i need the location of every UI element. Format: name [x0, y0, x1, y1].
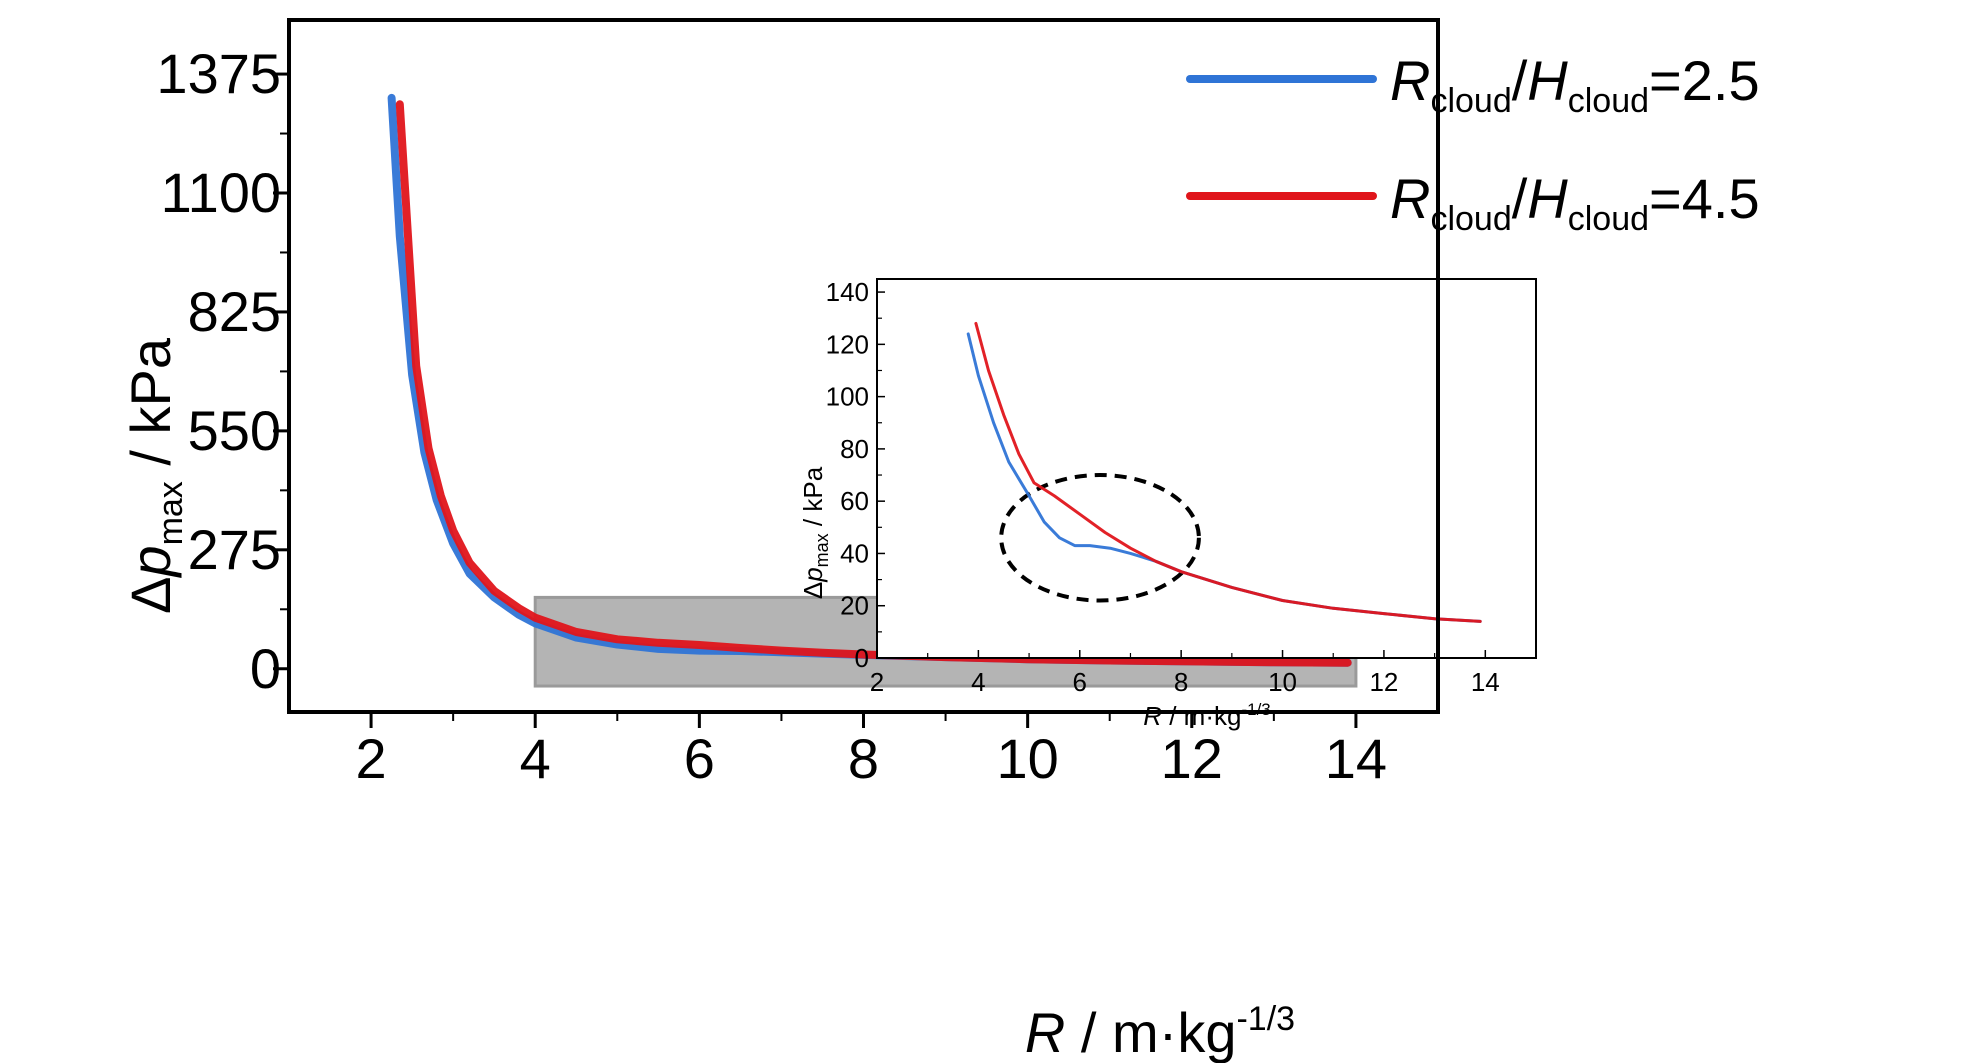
legend-label-series-1: Rcloud/Hcloud=2.5	[1390, 49, 1760, 120]
main-x-tick-label: 6	[684, 727, 715, 790]
main-series-group	[387, 93, 1352, 667]
main-x-tick-label: 14	[1325, 727, 1387, 790]
main-y-tick-label: 825	[188, 280, 281, 343]
inset-y-axis-label: Δpmax / kPa	[798, 466, 832, 599]
main-x-axis-label: R / m·kg-1/3	[1025, 1000, 1295, 1063]
main-x-tick-label: 10	[996, 727, 1058, 790]
main-y-tick-label: 1375	[156, 42, 281, 105]
main-y-tick-label: 275	[188, 518, 281, 581]
legend-label-series-2: Rcloud/Hcloud=4.5	[1390, 167, 1760, 238]
inset-y-tick-label: 100	[826, 382, 869, 412]
legend: Rcloud/Hcloud=2.5 Rcloud/Hcloud=4.5	[1186, 49, 1760, 238]
inset-series-line-2	[974, 321, 1482, 623]
inset-frame	[876, 278, 1537, 659]
inset-x-tick-label: 14	[1471, 667, 1500, 697]
main-x-tick-label: 4	[520, 727, 551, 790]
main-plot-frame	[287, 18, 1440, 714]
inset-x-axis-label: R / m·kg-1/3	[1143, 700, 1271, 731]
inset-y-tick-label: 80	[840, 434, 869, 464]
main-x-tick-label: 12	[1161, 727, 1223, 790]
inset-x-tick-label: 10	[1268, 667, 1297, 697]
inset-x-tick-label: 2	[870, 667, 884, 697]
inset-y-tick-label: 0	[855, 643, 869, 673]
main-x-tick-label: 2	[355, 727, 386, 790]
inset-y-tick-label: 60	[840, 486, 869, 516]
inset-x-tick-label: 4	[971, 667, 985, 697]
inset-y-tick-label: 20	[840, 591, 869, 621]
main-y-tick-label: 550	[188, 399, 281, 462]
inset-y-tick-label: 120	[826, 329, 869, 359]
inset-series-group	[966, 321, 1482, 623]
inset-y-tick-label: 40	[840, 538, 869, 568]
main-series-line-2	[395, 100, 1352, 667]
main-x-tick-label: 8	[848, 727, 879, 790]
main-y-tick-label: 1100	[161, 161, 281, 224]
inset-x-tick-label: 12	[1369, 667, 1398, 697]
inset-x-tick-label: 8	[1174, 667, 1188, 697]
inset-y-tick-label: 140	[826, 277, 869, 307]
inset-dashed-ellipse	[999, 473, 1201, 603]
inset-x-tick-label: 6	[1073, 667, 1087, 697]
main-y-tick-label: 0	[250, 637, 281, 700]
main-y-axis-label: Δpmax / kPa	[119, 337, 190, 614]
